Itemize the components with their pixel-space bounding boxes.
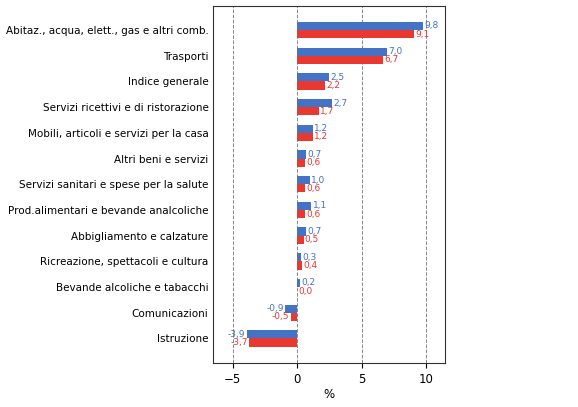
- Text: -0,5: -0,5: [272, 313, 290, 322]
- Bar: [297, 56, 383, 64]
- Bar: [297, 81, 325, 90]
- Text: 1,7: 1,7: [320, 107, 335, 116]
- Bar: [297, 202, 311, 210]
- Bar: [286, 304, 297, 313]
- Text: 0,7: 0,7: [307, 150, 321, 159]
- Text: 2,7: 2,7: [333, 98, 347, 107]
- Bar: [297, 150, 306, 159]
- Bar: [297, 48, 387, 56]
- X-axis label: %: %: [324, 388, 335, 401]
- Text: 2,2: 2,2: [327, 81, 340, 90]
- Bar: [297, 125, 313, 133]
- Text: 1,2: 1,2: [314, 132, 328, 142]
- Bar: [297, 133, 313, 141]
- Text: -0,9: -0,9: [266, 304, 284, 313]
- Bar: [297, 159, 305, 167]
- Text: 0,6: 0,6: [306, 184, 320, 193]
- Text: 0,6: 0,6: [306, 210, 320, 219]
- Bar: [297, 279, 299, 287]
- Text: 9,8: 9,8: [425, 22, 439, 31]
- Bar: [297, 176, 310, 184]
- Text: 1,1: 1,1: [313, 201, 327, 210]
- Text: 2,5: 2,5: [331, 73, 344, 82]
- Text: -3,9: -3,9: [228, 330, 246, 339]
- Bar: [297, 184, 305, 193]
- Bar: [297, 22, 423, 30]
- Bar: [297, 210, 305, 218]
- Text: 0,0: 0,0: [298, 287, 313, 295]
- Bar: [297, 107, 319, 115]
- Bar: [297, 99, 332, 107]
- Text: 1,0: 1,0: [311, 176, 325, 185]
- Bar: [247, 330, 297, 339]
- Text: 0,3: 0,3: [302, 253, 317, 262]
- Bar: [297, 253, 301, 261]
- Text: 0,7: 0,7: [307, 227, 321, 236]
- Text: 1,2: 1,2: [314, 124, 328, 133]
- Bar: [297, 73, 329, 81]
- Text: 0,4: 0,4: [303, 261, 318, 270]
- Bar: [297, 30, 414, 38]
- Text: 0,2: 0,2: [301, 278, 315, 287]
- Text: 7,0: 7,0: [388, 47, 403, 56]
- Bar: [297, 228, 306, 236]
- Bar: [249, 339, 297, 347]
- Text: -3,7: -3,7: [231, 338, 248, 347]
- Text: 6,7: 6,7: [385, 55, 399, 64]
- Bar: [297, 261, 302, 269]
- Bar: [297, 236, 303, 244]
- Text: 9,1: 9,1: [416, 30, 430, 39]
- Bar: [291, 313, 297, 321]
- Text: 0,6: 0,6: [306, 158, 320, 167]
- Text: 0,5: 0,5: [305, 235, 319, 244]
